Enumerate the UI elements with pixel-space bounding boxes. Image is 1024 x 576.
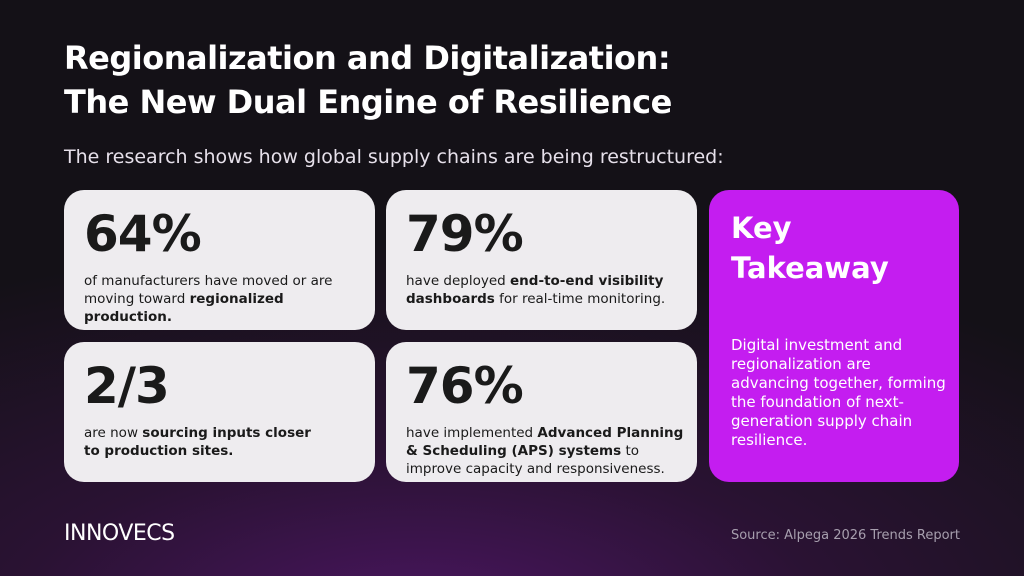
stat-card: 2/3 are now sourcing inputs closer to pr… xyxy=(64,342,375,482)
stat-text: have implemented Advanced Planning & Sch… xyxy=(406,424,686,478)
stat-card: 79% have deployed end-to-end visibility … xyxy=(386,190,697,330)
bold-text: end-to-end visibility dashboards xyxy=(406,273,664,307)
title: Regionalization and Digitalization: The … xyxy=(64,36,672,124)
stat-value: 2/3 xyxy=(84,357,170,415)
bold-text: sourcing inputs closer to production sit… xyxy=(84,425,311,459)
source: Source: Alpega 2026 Trends Report xyxy=(730,528,960,543)
bold-text: Advanced Planning & Scheduling (APS) sys… xyxy=(406,425,684,459)
stat-card: 76% have implemented Advanced Planning &… xyxy=(386,342,697,482)
text: for real-time monitoring. xyxy=(494,291,666,307)
bold-text: regionalized production. xyxy=(84,291,284,325)
title-line: Regionalization and Digitalization: xyxy=(64,39,671,77)
stat-value: 76% xyxy=(406,357,524,415)
takeaway-title: Key Takeaway xyxy=(731,211,889,285)
text: to improve capacity and responsiveness. xyxy=(406,443,665,477)
logo: INNOVECS xyxy=(64,521,175,546)
stat-card: 64% of manufacturers have moved or are m… xyxy=(64,190,375,330)
stat-value: 64% xyxy=(84,205,202,263)
text: are now xyxy=(84,425,143,441)
text: have implemented xyxy=(406,425,538,441)
takeaway-card: Key Takeaway Digital investment and regi… xyxy=(709,190,959,482)
stat-text: are now sourcing inputs closer to produc… xyxy=(84,424,324,460)
stat-text: have deployed end-to-end visibility dash… xyxy=(406,272,666,308)
stat-value: 79% xyxy=(406,205,524,263)
text: of manufacturers have moved or are movin… xyxy=(84,273,333,307)
title-line: The New Dual Engine of Resilience xyxy=(64,83,672,121)
subtitle: The research shows how global supply cha… xyxy=(64,146,724,168)
text: have deployed xyxy=(406,273,511,289)
takeaway-text: Digital investment and regionalization a… xyxy=(731,336,946,449)
stat-text: of manufacturers have moved or are movin… xyxy=(84,272,355,326)
